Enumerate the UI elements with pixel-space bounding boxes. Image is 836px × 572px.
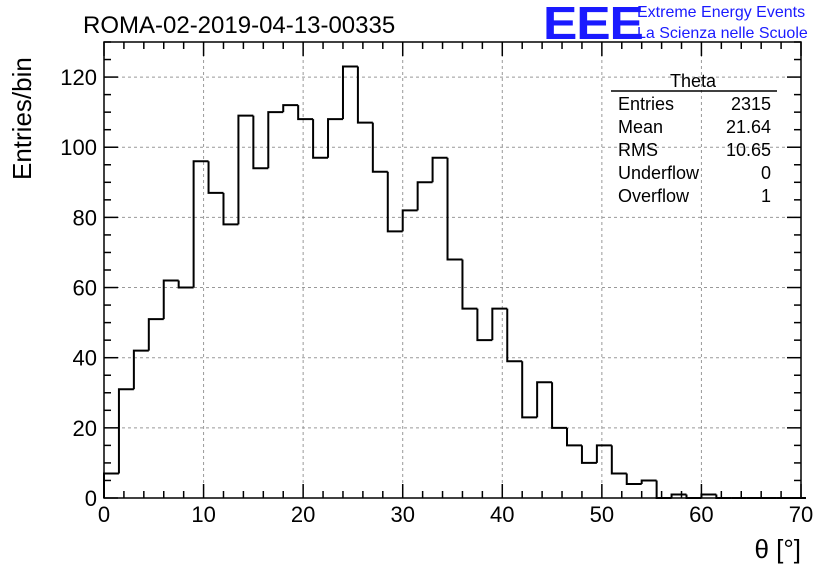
stats-label-mean: Mean [618,117,663,137]
histogram-bin-32 [580,445,597,464]
eee-logo-line1: Extreme Energy Events [637,4,806,21]
histogram-bin-3 [147,318,164,351]
stats-value-underflow: 0 [761,163,771,183]
stats-value-entries: 2315 [731,94,771,114]
histogram-bin-27 [506,308,523,363]
histogram-bin-37 [655,480,672,499]
stats-value-rms: 10.65 [726,140,771,160]
histogram-bin-28 [521,361,538,419]
histogram-bin-7 [207,161,224,194]
histogram-bin-8 [222,192,239,226]
x-tick-label-5: 50 [590,502,614,527]
axis-ticks [103,41,802,499]
y-tick-label-3: 60 [73,276,97,301]
histogram-bin-16 [341,65,358,120]
x-tick-label-6: 60 [689,502,713,527]
histogram-bin-13 [297,105,314,121]
histogram-bin-34 [610,445,627,475]
histogram-bin-14 [312,119,329,159]
y-tick-label-2: 40 [73,346,97,371]
plot-frame [103,41,802,499]
histogram-bin-5 [177,280,194,289]
histogram-bin-18 [371,122,388,173]
eee-logo-mark: EEE [543,0,644,49]
x-tick-label-3: 30 [390,502,414,527]
histogram-bin-22 [431,156,448,183]
grid-lines [104,42,801,498]
stats-label-rms: RMS [618,140,658,160]
histogram-bin-15 [327,118,343,158]
stats-label-overflow: Overflow [618,186,690,206]
histogram-bin-2 [132,349,149,390]
stats-box: Theta Entries 2315 Mean 21.64 RMS 10.65 Underf… [611,71,777,206]
x-tick-label-1: 10 [191,502,215,527]
stats-label-underflow: Underflow [618,163,700,183]
histogram-bin-26 [491,307,508,341]
histogram-bin-21 [416,181,433,211]
y-tick-label-6: 120 [60,65,97,90]
x-tick-label-4: 40 [490,502,514,527]
y-tick-label-5: 100 [60,135,97,160]
stats-title: Theta [670,71,717,91]
histogram-bin-4 [162,279,179,320]
histogram-bin-9 [237,114,254,225]
histogram-bin-12 [282,104,299,113]
histogram-bin-30 [551,382,568,429]
x-tick-label-7: 70 [789,502,813,527]
histogram-bin-0 [103,472,119,498]
x-tick-label-0: 0 [98,502,110,527]
chart-title: ROMA-02-2019-04-13-00335 [83,12,395,39]
histogram-bin-23 [446,157,463,261]
histogram-bin-33 [595,444,612,463]
y-tick-label-0: 0 [85,486,97,511]
stats-value-mean: 21.64 [726,117,771,137]
histogram-bin-25 [476,308,493,342]
stats-label-entries: Entries [618,94,674,114]
histogram-bin-6 [192,160,209,288]
histogram-bin-35 [625,473,642,485]
x-tick-label-2: 20 [291,502,315,527]
histogram-bins [103,65,806,499]
histogram-bin-31 [566,427,582,447]
histogram-bin-20 [401,209,418,232]
stats-value-overflow: 1 [761,186,771,206]
y-tick-label-4: 80 [73,205,97,230]
y-tick-label-1: 20 [73,416,97,441]
histogram-bin-29 [536,381,553,418]
histogram-bin-11 [267,111,284,169]
y-axis-label: Entries/bin [7,57,37,180]
x-axis-label: θ [°] [754,534,801,564]
histogram-bin-10 [252,115,269,170]
histogram-bin-17 [356,66,373,124]
histogram-bin-24 [461,259,478,310]
histogram-bin-36 [640,479,657,484]
histogram-bin-19 [386,171,403,233]
histogram-bin-1 [117,388,134,474]
eee-logo-line2: La Scienza nelle Scuole [637,25,808,42]
